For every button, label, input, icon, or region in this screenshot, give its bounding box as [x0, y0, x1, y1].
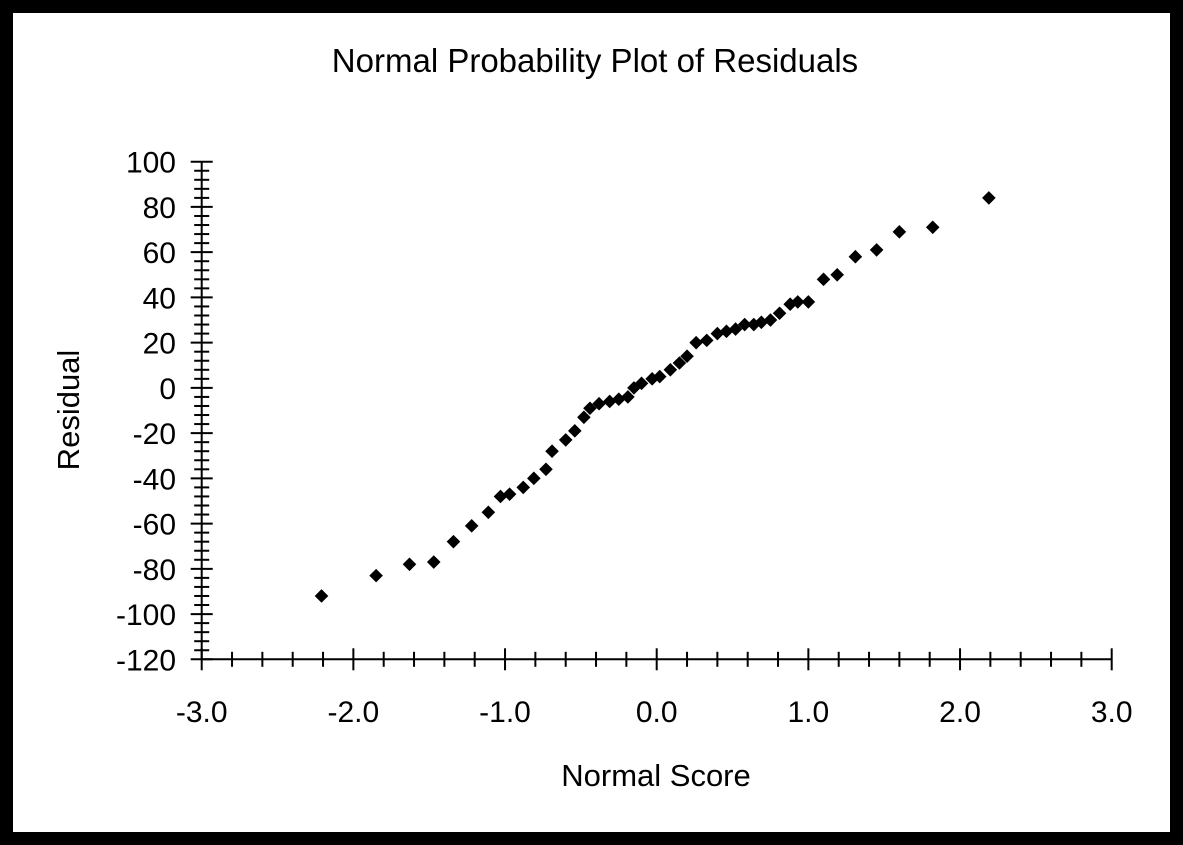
data-points-group [314, 191, 996, 603]
data-point-marker [869, 243, 884, 257]
data-point-marker [621, 390, 635, 404]
y-axis-title: Residual [51, 350, 86, 471]
data-point-marker [583, 401, 597, 416]
chart-title: Normal Probability Plot of Residuals [332, 42, 858, 79]
data-point-marker [763, 313, 778, 327]
x-axis-tick-label: 3.0 [1091, 696, 1133, 729]
data-point-marker [602, 394, 617, 409]
data-point-marker [982, 191, 996, 205]
x-axis-tick-label: -3.0 [176, 696, 228, 729]
data-point-marker [446, 534, 461, 549]
data-point-marker [558, 433, 573, 447]
data-point-marker [710, 326, 725, 341]
data-point-marker [754, 315, 769, 330]
data-point-marker [611, 392, 626, 406]
y-axis-tick-label: -120 [116, 644, 176, 677]
y-axis-tick-label: 80 [143, 192, 176, 225]
x-axis-tick-label: 0.0 [636, 696, 678, 729]
plot-background [13, 13, 1170, 832]
y-axis-tick-label: -100 [116, 599, 176, 632]
data-point-marker [925, 220, 940, 235]
data-point-marker [892, 225, 907, 239]
y-axis-tick-label: -20 [133, 418, 176, 451]
x-axis-title: Normal Score [561, 758, 751, 793]
data-point-marker [502, 487, 517, 501]
data-point-marker [816, 272, 831, 287]
data-point-marker [699, 333, 714, 348]
x-axis-tick-label: 2.0 [939, 696, 981, 729]
data-point-marker [314, 589, 329, 603]
data-point-marker [663, 362, 678, 377]
data-point-marker [464, 519, 479, 533]
data-point-marker [592, 396, 606, 411]
data-point-marker [719, 324, 734, 339]
data-point-marker [568, 424, 582, 438]
data-point-marker [369, 568, 383, 583]
data-point-marker [652, 369, 667, 384]
tick-labels-group: -3.0 -2.0 -1.0 0.0 1.0 2.0 3.0 100 80 60 40 20 0 -20 -… [116, 147, 1133, 729]
data-point-marker [516, 480, 531, 495]
y-axis-tick-label: 100 [126, 147, 176, 180]
data-point-marker [830, 267, 844, 282]
y-axis-tick-label: -80 [133, 554, 176, 587]
data-point-marker [790, 295, 805, 309]
data-point-marker [527, 471, 541, 486]
data-point-marker [689, 335, 703, 350]
data-point-marker [577, 410, 591, 425]
data-point-marker [737, 317, 752, 332]
data-point-marker [545, 444, 559, 459]
y-axis-tick-label: 60 [143, 237, 176, 270]
y-axis-tick-label: 0 [159, 373, 176, 406]
x-axis-tick-label: -1.0 [479, 696, 531, 729]
y-axis-tick-label: -60 [133, 509, 176, 542]
y-axis-tick-label: 20 [143, 328, 176, 361]
x-axis-tick-label: -2.0 [328, 696, 380, 729]
data-point-marker [634, 376, 649, 391]
data-point-marker [728, 322, 743, 336]
data-point-marker [493, 489, 508, 504]
data-point-marker [672, 356, 687, 370]
data-point-marker [426, 555, 441, 569]
y-axis-tick-label: 40 [143, 282, 176, 315]
data-point-marker [772, 306, 787, 321]
y-axis-tick-label: -40 [133, 463, 176, 496]
axes-group [200, 161, 1112, 661]
data-point-marker [481, 505, 496, 520]
data-point-marker [402, 557, 417, 572]
x-axis-tick-label: 1.0 [788, 696, 830, 729]
data-point-marker [848, 249, 863, 264]
data-point-marker [539, 462, 553, 477]
data-point-marker [801, 295, 816, 309]
data-point-marker [680, 349, 694, 364]
